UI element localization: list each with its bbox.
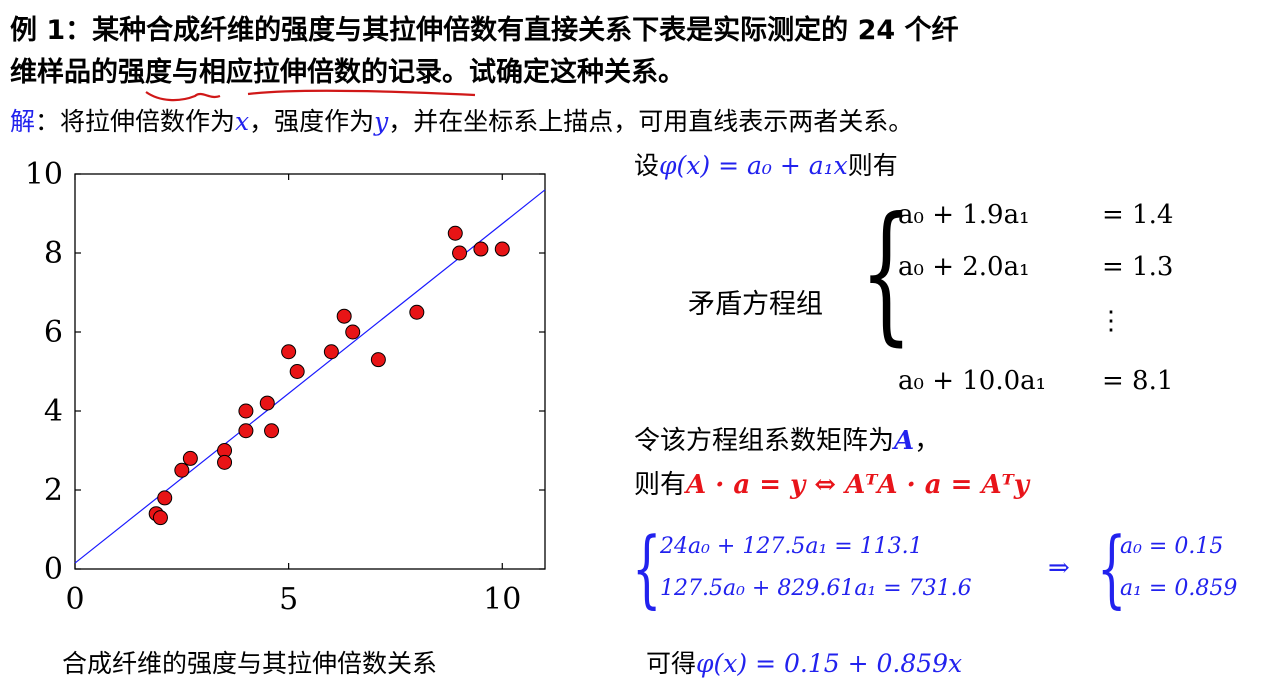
- data-point: [217, 454, 233, 470]
- matrix-line2-prefix: 则有: [634, 470, 687, 500]
- var-x: x: [235, 107, 250, 136]
- data-points: [148, 225, 510, 526]
- data-point: [152, 510, 168, 526]
- conclusion-formula: φ(x) = 0.15 + 0.859x: [696, 649, 963, 678]
- system-left-brace: {: [860, 186, 913, 360]
- data-point: [336, 308, 352, 324]
- plot-frame: [74, 173, 546, 570]
- data-point: [264, 423, 280, 439]
- data-point: [409, 304, 425, 320]
- system-label: 矛盾方程组: [688, 289, 823, 320]
- system-row-1-lhs: a₀ + 1.9a₁: [898, 200, 1030, 230]
- solution-prefix: 解: [10, 107, 36, 136]
- matrix-line-2: 则有A · a = y ⇔ AᵀA · a = Aᵀy: [634, 464, 1029, 501]
- y-tick-label: 8: [44, 236, 63, 271]
- matrix-text: 令该方程组系数矩阵为: [634, 426, 895, 456]
- data-point: [323, 344, 339, 360]
- normal-equation: A · a = y ⇔ AᵀA · a = Aᵀy: [686, 470, 1029, 500]
- result-a0: a₀ = 0.15: [1120, 534, 1224, 559]
- result-left-brace: {: [1097, 519, 1127, 617]
- y-tick-label: 6: [44, 315, 63, 350]
- solution-text-3: ，并在坐标系上描点，可用直线表示两者关系。: [388, 107, 914, 136]
- solution-line: 解：将拉伸倍数作为x，强度作为y，并在坐标系上描点，可用直线表示两者关系。: [10, 102, 913, 138]
- model-phi: φ(x) = a₀ + a₁x: [659, 151, 848, 180]
- conclusion-prefix: 可得: [646, 649, 697, 678]
- problem-line-1: 例 1：某种合成纤维的强度与其拉伸倍数有直接关系下表是实际测定的 24 个纤: [10, 15, 959, 46]
- data-point: [473, 241, 489, 257]
- y-tick-label: 0: [44, 552, 63, 587]
- system-row-1-rhs: = 1.4: [1102, 200, 1174, 230]
- conclusion-line: 可得φ(x) = 0.15 + 0.859x: [646, 644, 962, 680]
- x-tick-label: 0: [65, 582, 84, 617]
- data-point: [447, 225, 463, 241]
- system-row-2-rhs: = 1.3: [1102, 252, 1174, 282]
- y-tick-label: 10: [25, 157, 63, 192]
- data-point: [238, 423, 254, 439]
- data-point: [157, 490, 173, 506]
- data-point: [182, 450, 198, 466]
- handwritten-underline: [145, 89, 476, 102]
- model-then: 则有: [847, 151, 898, 180]
- x-tick-label: 5: [279, 582, 298, 617]
- system-row-3-lhs: a₀ + 10.0a₁: [898, 366, 1047, 396]
- solution-text-1: ：将拉伸倍数作为: [35, 107, 236, 136]
- data-point: [259, 395, 275, 411]
- solution-text-2: ，强度作为: [249, 107, 375, 136]
- data-point: [174, 462, 190, 478]
- system-vdots: ⋮: [1098, 306, 1124, 336]
- y-tick-label: 4: [44, 394, 63, 429]
- problem-line-2: 维样品的强度与相应拉伸倍数的记录。试确定这种关系。: [10, 57, 685, 88]
- data-point: [281, 344, 297, 360]
- data-point: [238, 403, 254, 419]
- data-point: [345, 324, 361, 340]
- data-point: [494, 241, 510, 257]
- model-line: 设φ(x) = a₀ + a₁x则有: [634, 146, 898, 182]
- y-tick-label: 2: [44, 473, 63, 508]
- system-row-2-lhs: a₀ + 2.0a₁: [898, 252, 1030, 282]
- matrix-A: A: [894, 426, 915, 456]
- var-y: y: [374, 107, 389, 136]
- model-set: 设: [634, 151, 660, 180]
- matrix-line-1: 令该方程组系数矩阵为A，: [634, 420, 940, 457]
- data-point: [452, 245, 468, 261]
- system-row-3-rhs: = 8.1: [1102, 366, 1174, 396]
- normal-left-brace: {: [632, 519, 662, 617]
- scatter-chart: 0 5 10 0 2 4 6 8 10: [25, 157, 546, 617]
- implies-arrow: ⇒: [1048, 553, 1070, 583]
- data-point: [289, 364, 305, 379]
- matrix-comma: ，: [914, 426, 941, 456]
- x-tick-label: 10: [483, 582, 521, 617]
- result-a1: a₁ = 0.859: [1120, 576, 1238, 601]
- normal-row-2: 127.5a₀ + 829.61a₁ = 731.6: [660, 576, 972, 601]
- axis-ticks: 0 5 10 0 2 4 6 8 10: [25, 157, 545, 617]
- normal-row-1: 24a₀ + 127.5a₁ = 113.1: [660, 534, 923, 559]
- data-point: [370, 352, 386, 368]
- chart-caption: 合成纤维的强度与其拉伸倍数关系: [62, 649, 438, 678]
